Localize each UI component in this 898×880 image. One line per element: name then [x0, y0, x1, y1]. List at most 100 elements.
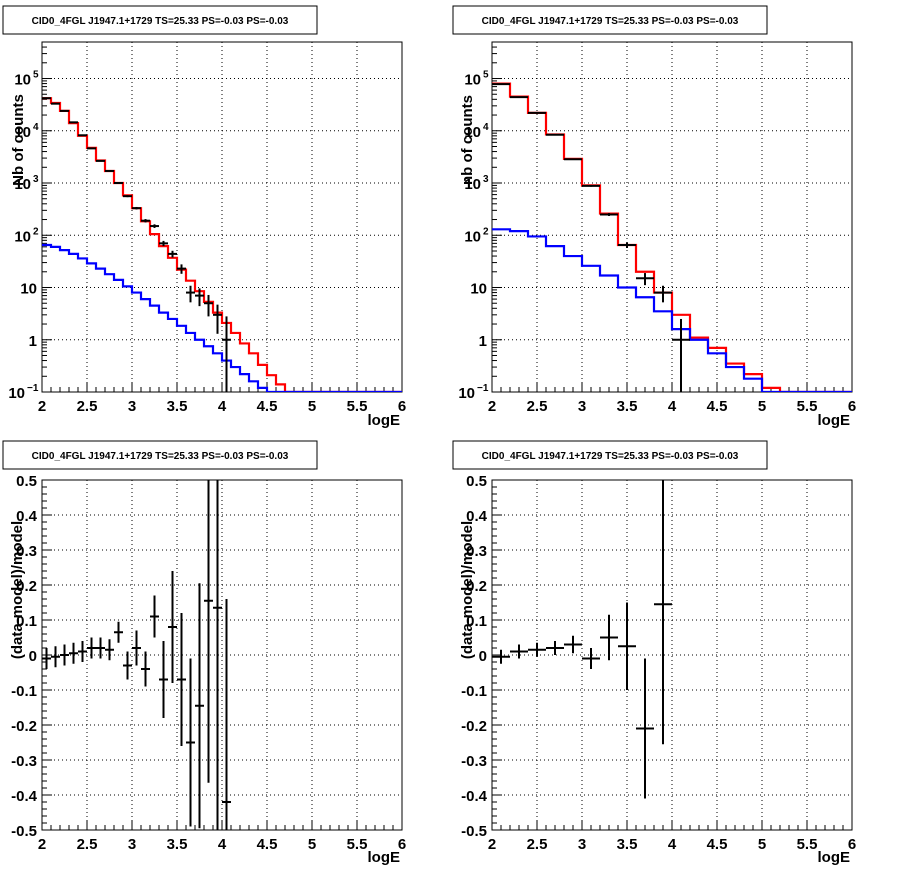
data-point: [69, 643, 78, 664]
plot-area: [492, 84, 852, 392]
y-tick-label: 1: [29, 333, 37, 350]
data-point: [528, 643, 546, 657]
data-point: [177, 264, 186, 273]
y-tick-label: 0.2: [16, 578, 37, 595]
y-tick-label: 0: [29, 648, 37, 665]
x-tick-label: 3.5: [167, 836, 188, 853]
y-tick-label: -0.5: [461, 823, 487, 840]
y-tick-label: -0.3: [11, 753, 37, 770]
x-tick-label: 2.5: [77, 398, 98, 415]
data-point: [60, 645, 69, 666]
x-tick-label: 3: [128, 836, 136, 853]
x-tick-label: 3: [578, 398, 586, 415]
y-tick-exponent: 3: [483, 174, 489, 185]
x-tick-label: 6: [848, 398, 856, 415]
y-tick-exponent: 2: [33, 226, 39, 237]
y-tick-exponent: 4: [33, 122, 39, 133]
x-axis-title: logE: [368, 412, 401, 429]
y-tick-label: 10: [8, 385, 25, 402]
y-tick-label: 10: [464, 124, 481, 141]
data-point: [150, 224, 159, 228]
data-point: [654, 480, 672, 744]
x-tick-label: 3: [578, 836, 586, 853]
data-point: [123, 652, 132, 680]
x-tick-label: 4: [218, 836, 227, 853]
y-tick-exponent: −1: [27, 383, 39, 394]
x-tick-label: 3.5: [167, 398, 188, 415]
y-tick-label: 0: [479, 648, 487, 665]
x-tick-label: 6: [398, 398, 406, 415]
data-point: [132, 631, 141, 666]
data-point: [582, 185, 600, 187]
y-tick-label: -0.2: [461, 718, 487, 735]
y-tick-exponent: 5: [483, 70, 489, 81]
x-tick-label: 5.5: [347, 398, 368, 415]
y-tick-label: 10: [20, 281, 37, 298]
panel-title: CID0_4FGL J1947.1+1729 TS=25.33 PS=-0.03…: [482, 451, 739, 462]
y-tick-label: 10: [14, 72, 31, 89]
data-point: [51, 646, 60, 667]
x-axis-title: logE: [818, 849, 851, 866]
data-point: [168, 251, 177, 258]
x-tick-label: 2.5: [527, 836, 548, 853]
x-tick-label: 2: [38, 836, 46, 853]
x-tick-label: 4.5: [707, 836, 728, 853]
x-tick-label: 4.5: [257, 398, 278, 415]
y-tick-label: 0.3: [466, 543, 487, 560]
data-point: [618, 603, 636, 691]
panel-counts-fine: CID0_4FGL J1947.1+1729 TS=25.33 PS=-0.03…: [3, 6, 406, 429]
x-axis-title: logE: [818, 412, 851, 429]
y-tick-label: 10: [14, 176, 31, 193]
data-point: [78, 641, 87, 662]
x-tick-label: 4: [218, 398, 227, 415]
data-point: [105, 170, 114, 171]
data-point: [600, 615, 618, 661]
y-tick-label: 0.4: [466, 508, 488, 525]
x-tick-label: 5: [758, 836, 766, 853]
y-tick-label: 0.5: [16, 473, 37, 490]
y-tick-label: 10: [458, 385, 475, 402]
y-tick-exponent: 2: [483, 226, 489, 237]
y-tick-label: 0.1: [466, 613, 487, 630]
x-tick-label: 2: [38, 398, 46, 415]
data-point: [87, 148, 96, 149]
data-point: [168, 571, 177, 683]
y-tick-label: 10: [464, 228, 481, 245]
panel-title: CID0_4FGL J1947.1+1729 TS=25.33 PS=-0.03…: [32, 451, 289, 462]
y-tick-label: -0.4: [461, 788, 488, 805]
x-tick-label: 5.5: [347, 836, 368, 853]
x-tick-label: 2: [488, 836, 496, 853]
plot-area: [492, 480, 672, 799]
data-point: [546, 641, 564, 655]
data-point: [114, 182, 123, 183]
x-tick-label: 3.5: [617, 398, 638, 415]
y-tick-label: 0.4: [16, 508, 38, 525]
data-point: [186, 659, 195, 827]
data-point: [600, 213, 618, 216]
data-point: [204, 480, 213, 783]
y-tick-label: 0.1: [16, 613, 37, 630]
data-point: [654, 286, 672, 303]
y-tick-label: -0.5: [11, 823, 37, 840]
y-tick-label: 10: [14, 228, 31, 245]
data-point: [213, 305, 222, 334]
y-tick-label: -0.1: [461, 683, 487, 700]
data-point: [636, 273, 654, 285]
data-point: [618, 242, 636, 248]
data-point: [636, 659, 654, 799]
data-point: [222, 316, 231, 392]
x-tick-label: 6: [398, 836, 406, 853]
data-point: [123, 195, 132, 197]
x-tick-label: 5.5: [797, 836, 818, 853]
data-point: [510, 645, 528, 659]
x-tick-label: 4: [668, 398, 677, 415]
y-tick-label: 0.2: [466, 578, 487, 595]
y-tick-label: 10: [464, 176, 481, 193]
y-tick-label: -0.4: [11, 788, 38, 805]
x-tick-label: 4.5: [257, 836, 278, 853]
x-tick-label: 2.5: [77, 836, 98, 853]
data-point: [186, 286, 195, 303]
data-point: [105, 639, 114, 660]
